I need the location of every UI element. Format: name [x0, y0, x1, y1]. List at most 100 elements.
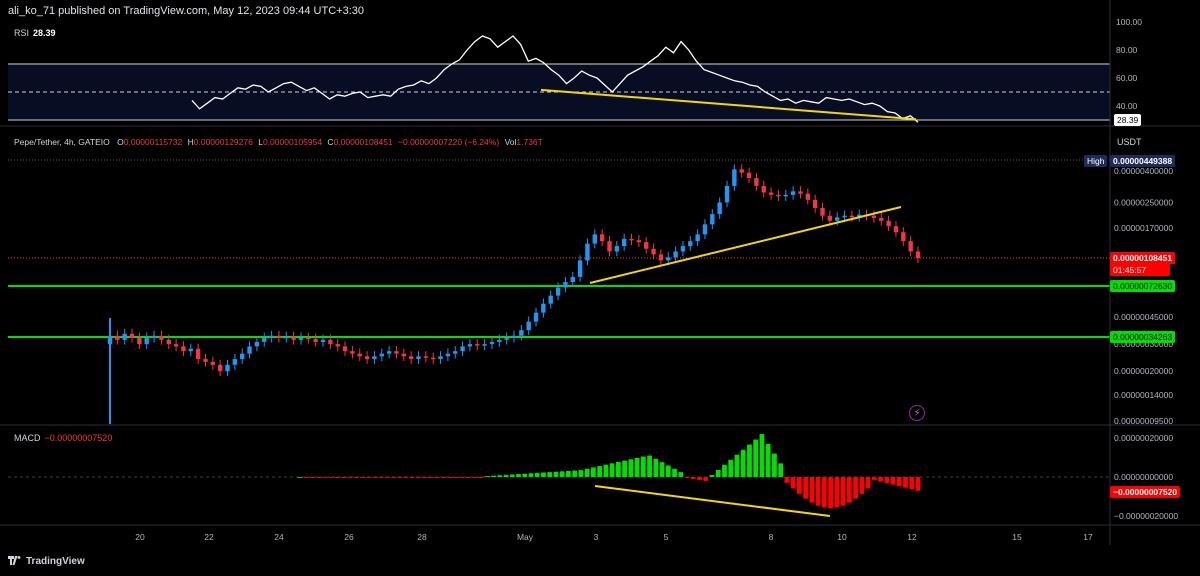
macd-histogram-bar — [840, 477, 846, 506]
candle-body — [577, 260, 583, 277]
macd-histogram-bar — [347, 477, 353, 478]
volume-value: 1.736T — [516, 137, 543, 147]
x-axis-label: 12 — [907, 532, 917, 542]
macd-histogram-bar — [428, 477, 434, 478]
candle-body — [790, 191, 796, 195]
candle-body — [482, 344, 487, 346]
macd-histogram-bar — [722, 464, 727, 477]
candle-body — [688, 241, 693, 247]
axes: 100.0080.0060.0040.000.000004000000.0000… — [0, 0, 1200, 545]
candle-body — [401, 353, 407, 357]
flash-icon[interactable]: ⚡ — [909, 405, 925, 421]
candle-body — [504, 337, 509, 340]
candle-body — [761, 185, 766, 193]
open-key: O — [117, 137, 124, 147]
macd-histogram-bar — [466, 477, 471, 478]
candle-body — [423, 356, 429, 358]
symbol-label: Pepe/Tether, 4h, GATEIO — [14, 137, 110, 147]
macd-value: −0.00000007520 — [44, 433, 113, 443]
macd-histogram-bar — [747, 444, 752, 477]
x-axis-label: 10 — [837, 532, 847, 542]
macd-histogram-bar — [828, 477, 834, 509]
candle-body — [607, 241, 612, 252]
x-axis-label: 3 — [594, 532, 599, 542]
macd-histogram-bar — [859, 477, 865, 494]
tradingview-logo-icon — [8, 556, 21, 565]
candle-body — [511, 335, 517, 338]
x-axis-label: 20 — [135, 532, 145, 542]
macd-histogram-bar — [497, 475, 503, 477]
rsi-pane — [8, 35, 1110, 123]
candle-body — [453, 351, 458, 354]
macd-histogram-bar — [559, 471, 565, 477]
macd-histogram-bar — [341, 477, 347, 478]
x-axis-label: 17 — [1083, 532, 1093, 542]
publisher-header: ali_ko_71 published on TradingView.com, … — [8, 5, 365, 17]
macd-histogram-bar — [622, 460, 628, 477]
candle-body — [320, 339, 326, 342]
macd-histogram-bar — [528, 473, 534, 477]
macd-histogram-bar — [784, 477, 790, 483]
macd-histogram-bar — [372, 477, 378, 478]
candle-body — [159, 335, 164, 340]
price-axis-tick: 0.00000045000 — [1114, 312, 1173, 322]
price-pane — [8, 159, 1110, 424]
candle-body — [328, 339, 333, 345]
macd-histogram-bar — [778, 463, 784, 477]
candle-body — [188, 348, 193, 352]
x-axis-label: 24 — [274, 532, 284, 542]
candle-body — [438, 356, 443, 360]
candle-body — [592, 234, 597, 244]
rsi-label: RSI 28.39 — [14, 28, 56, 38]
high-tag-value: 0.00000449388 — [1110, 155, 1176, 167]
candle-body — [658, 254, 664, 261]
candle-body — [915, 251, 921, 259]
macd-histogram-bar — [740, 449, 746, 477]
macd-histogram-bar — [360, 477, 365, 478]
macd-histogram-bar — [366, 477, 372, 478]
macd-histogram-bar — [590, 467, 596, 477]
macd-histogram-bar — [709, 475, 715, 477]
rsi-axis-tick: 80.00 — [1116, 45, 1138, 55]
footer-brand: TradingView — [8, 556, 85, 567]
candle-body — [335, 344, 340, 347]
macd-histogram-bar — [384, 477, 390, 478]
macd-histogram-bar — [815, 477, 821, 506]
candle-body — [306, 337, 311, 340]
macd-histogram-bar — [647, 455, 652, 477]
macd-histogram-bar — [459, 477, 465, 478]
candle-body — [240, 353, 245, 360]
x-axis-label: 28 — [417, 532, 427, 542]
macd-histogram-bar — [878, 477, 883, 482]
candle-body — [798, 191, 803, 194]
macd-histogram-bar — [753, 439, 759, 477]
price-axis-tick: 0.00000250000 — [1114, 197, 1173, 207]
macd-histogram-bar — [478, 477, 484, 478]
macd-histogram-bar — [853, 477, 858, 499]
candle-body — [893, 226, 899, 233]
candle-body — [673, 251, 678, 258]
macd-histogram-bar — [353, 477, 359, 478]
close-value: 0.00000108451 — [333, 137, 393, 147]
price-axis-tick: 0.00000400000 — [1114, 166, 1173, 176]
close-key: C — [327, 137, 334, 147]
macd-histogram-bar — [765, 443, 771, 477]
candle-body — [151, 335, 157, 338]
macd-histogram-bar — [572, 470, 578, 477]
macd-histogram-bar — [678, 472, 684, 477]
candle-body — [621, 238, 627, 247]
macd-histogram-bar — [328, 477, 334, 478]
candle-body — [137, 337, 142, 345]
candle-body — [614, 246, 620, 252]
candle-body — [357, 353, 362, 357]
candle-body — [166, 339, 171, 345]
macd-pane — [8, 434, 1110, 517]
candle-body — [717, 202, 722, 215]
macd-histogram-bar — [472, 477, 478, 478]
candle-body — [203, 359, 208, 362]
macd-histogram-bar — [903, 477, 908, 488]
candle-body — [445, 353, 451, 357]
macd-histogram-bar — [865, 477, 871, 489]
macd-histogram-bar — [316, 477, 322, 478]
last-price-tag: 0.00000108451 — [1110, 252, 1176, 264]
